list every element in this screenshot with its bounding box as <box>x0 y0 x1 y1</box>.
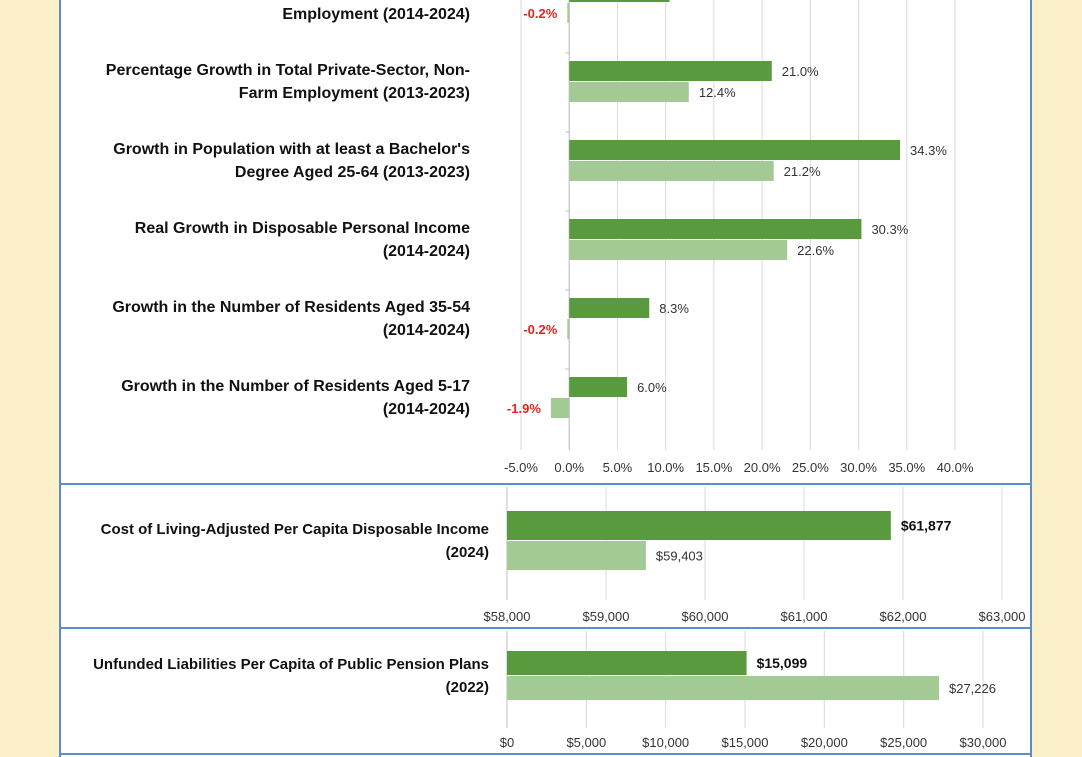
data-label: 34.3% <box>910 143 947 158</box>
bar <box>569 377 628 397</box>
category-label: Unfunded Liabilities Per Capita of Publi… <box>93 656 489 673</box>
x-tick-label: 15.0% <box>695 460 732 475</box>
category-label: (2014-2024) <box>383 401 470 418</box>
x-tick-label: $30,000 <box>960 735 1007 750</box>
x-tick-label: $25,000 <box>880 735 927 750</box>
x-tick-label: $15,000 <box>722 735 769 750</box>
bar <box>507 651 747 675</box>
data-label: 21.0% <box>782 64 819 79</box>
data-label: -0.2% <box>523 6 557 21</box>
x-tick-label: 20.0% <box>744 460 781 475</box>
x-tick-label: $59,000 <box>583 609 630 624</box>
data-label: 22.6% <box>797 243 834 258</box>
data-label: 21.2% <box>784 164 821 179</box>
x-tick-label: $20,000 <box>801 735 848 750</box>
x-tick-label: 0.0% <box>554 460 584 475</box>
section-divider <box>59 753 1032 755</box>
data-label: 8.3% <box>659 301 689 316</box>
data-label: 12.4% <box>699 85 736 100</box>
x-tick-label: $63,000 <box>979 609 1026 624</box>
x-tick-label: $60,000 <box>682 609 729 624</box>
category-label: Growth in the Number of Residents Aged 5… <box>121 378 470 395</box>
category-label: Degree Aged 25-64 (2013-2023) <box>235 164 470 181</box>
bar <box>569 298 650 318</box>
bar <box>569 140 901 160</box>
bar <box>569 161 774 181</box>
data-label: -1.9% <box>507 401 541 416</box>
section-divider <box>59 483 1032 485</box>
x-tick-label: 40.0% <box>937 460 974 475</box>
bar <box>507 541 646 570</box>
data-label: $61,877 <box>901 518 952 534</box>
bar <box>550 398 570 418</box>
category-label: Real Growth in Disposable Personal Incom… <box>135 220 470 237</box>
bar <box>569 0 670 2</box>
bar <box>507 511 891 540</box>
bar <box>569 82 689 102</box>
x-tick-label: 35.0% <box>888 460 925 475</box>
data-label: $27,226 <box>949 681 996 696</box>
bar <box>569 219 862 239</box>
category-label: (2014-2024) <box>383 243 470 260</box>
category-label: Cost of Living-Adjusted Per Capita Dispo… <box>101 521 489 538</box>
bar <box>567 3 570 23</box>
category-label: Growth in Population with at least a Bac… <box>113 141 470 158</box>
x-tick-label: 10.0% <box>647 460 684 475</box>
section-divider <box>59 627 1032 629</box>
x-tick-label: $0 <box>500 735 514 750</box>
data-label: $59,403 <box>656 549 703 564</box>
category-label: Percentage Growth in Total Private-Secto… <box>106 62 470 79</box>
x-tick-label: 30.0% <box>840 460 877 475</box>
x-tick-label: $10,000 <box>642 735 689 750</box>
category-label: (2024) <box>446 544 489 561</box>
data-label: 30.3% <box>871 222 908 237</box>
x-tick-label: -5.0% <box>504 460 538 475</box>
x-tick-label: $62,000 <box>880 609 927 624</box>
bar <box>569 61 772 81</box>
x-tick-label: $61,000 <box>781 609 828 624</box>
bar <box>507 676 939 700</box>
category-label: Growth in the Number of Residents Aged 3… <box>112 299 470 316</box>
bar <box>567 319 570 339</box>
bar <box>569 240 788 260</box>
x-tick-label: $58,000 <box>484 609 531 624</box>
x-tick-label: 25.0% <box>792 460 829 475</box>
data-label: -0.2% <box>523 322 557 337</box>
x-tick-label: 5.0% <box>603 460 633 475</box>
category-label: Employment (2014-2024) <box>282 6 470 23</box>
chart-panel <box>59 0 1032 757</box>
category-label: Farm Employment (2013-2023) <box>239 85 470 102</box>
data-label: $15,099 <box>757 655 808 671</box>
x-tick-label: $5,000 <box>566 735 606 750</box>
category-label: (2014-2024) <box>383 322 470 339</box>
category-label: (2022) <box>446 679 489 696</box>
data-label: 6.0% <box>637 380 667 395</box>
